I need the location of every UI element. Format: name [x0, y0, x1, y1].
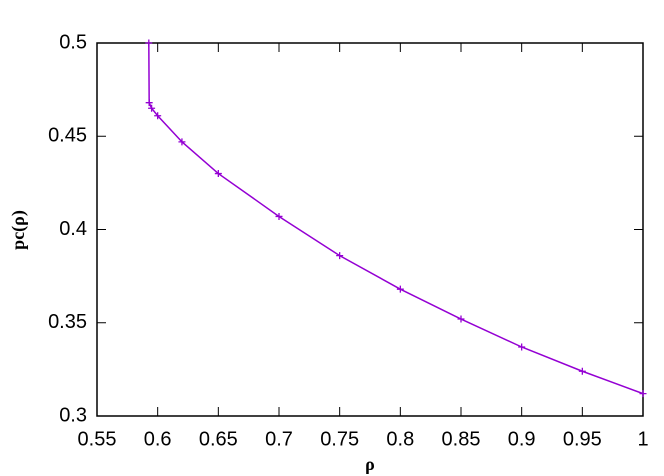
point-marker — [145, 39, 153, 47]
point-marker — [275, 212, 283, 220]
point-marker — [518, 343, 526, 351]
point-marker — [154, 112, 162, 120]
x-tick-label: 0.8 — [386, 428, 414, 450]
series-line — [148, 42, 644, 395]
x-tick-label: 0.75 — [320, 428, 359, 450]
x-tick-label: 0.55 — [78, 428, 117, 450]
y-tick-label: 0.35 — [48, 311, 87, 333]
point-marker — [457, 315, 465, 323]
plot-frame — [96, 42, 644, 417]
x-tick-label: 0.85 — [442, 428, 481, 450]
point-marker — [145, 99, 153, 107]
y-axis-label: pc(ρ) — [8, 210, 29, 250]
x-tick-label: 0.65 — [199, 428, 238, 450]
y-tick-label: 0.5 — [59, 31, 87, 53]
y-tick-label: 0.3 — [59, 404, 87, 426]
y-tick-label: 0.4 — [59, 218, 87, 240]
point-marker — [396, 285, 404, 293]
x-tick-label: 0.6 — [144, 428, 172, 450]
point-marker — [336, 252, 344, 260]
point-marker — [214, 170, 222, 178]
point-marker — [148, 104, 156, 112]
point-marker — [578, 367, 586, 375]
y-tick-label: 0.45 — [48, 125, 87, 147]
point-marker — [178, 138, 186, 146]
x-tick-label: 0.7 — [265, 428, 293, 450]
x-tick-label: 1 — [637, 428, 648, 450]
point-marker — [639, 390, 647, 398]
x-tick-label: 0.9 — [508, 428, 536, 450]
x-axis-label: ρ — [365, 454, 375, 474]
x-tick-label: 0.95 — [563, 428, 602, 450]
